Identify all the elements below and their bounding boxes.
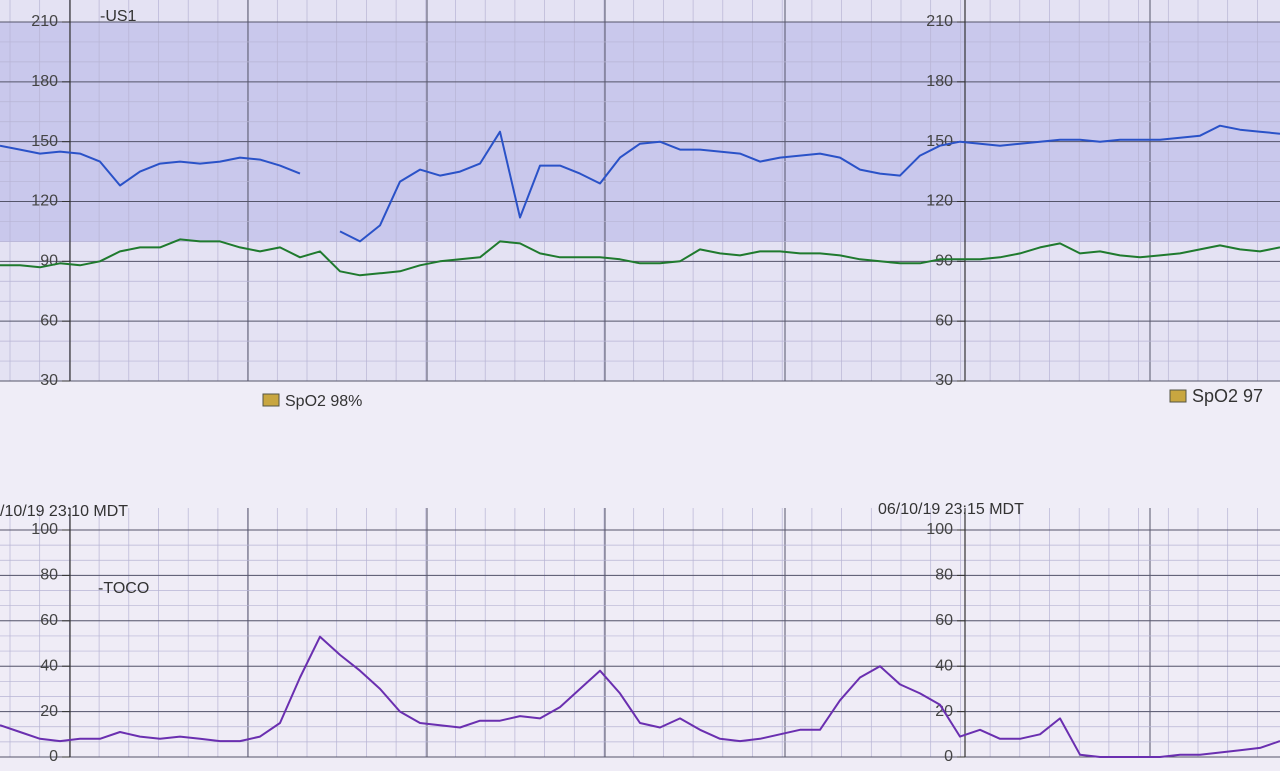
trace-line [0, 635, 1280, 758]
y-tick-label: 210 [31, 13, 58, 30]
y-tick-label: 60 [40, 312, 58, 329]
toco-panel [0, 528, 1280, 771]
y-tick-label: 180 [31, 73, 58, 90]
trace-line [0, 124, 1280, 243]
annotation: SpO2 98% [285, 393, 362, 410]
y-tick-label: 0 [49, 748, 58, 765]
chart-title: -US1 [100, 8, 137, 25]
y-tick-label: 210 [926, 13, 953, 30]
legend-icon [1169, 389, 1187, 403]
legend-icon [262, 393, 280, 407]
y-tick-label: 150 [31, 133, 58, 150]
y-tick-label: 40 [40, 657, 58, 674]
timestamp: 06/10/19 23:15 MDT [878, 501, 1024, 518]
y-tick-label: 40 [935, 657, 953, 674]
annotation: SpO2 97 [1192, 386, 1263, 406]
y-tick-label: 30 [935, 372, 953, 389]
y-tick-label: 90 [935, 253, 953, 270]
y-tick-label: 120 [926, 193, 953, 210]
trace-line [0, 238, 1280, 277]
y-tick-label: 100 [926, 521, 953, 538]
y-tick-label: 30 [40, 372, 58, 389]
y-tick-label: 60 [935, 312, 953, 329]
y-tick-label: 80 [935, 567, 953, 584]
y-tick-label: 20 [40, 703, 58, 720]
y-tick-label: 60 [935, 612, 953, 629]
chart-title: -TOCO [98, 580, 149, 597]
y-tick-label: 150 [926, 133, 953, 150]
y-tick-label: 0 [944, 748, 953, 765]
y-tick-label: 120 [31, 193, 58, 210]
y-tick-label: 60 [40, 612, 58, 629]
normal-band [0, 22, 1280, 242]
y-tick-label: 80 [40, 567, 58, 584]
y-tick-label: 100 [31, 521, 58, 538]
timestamp: /10/19 23:10 MDT [0, 503, 128, 520]
y-tick-label: 180 [926, 73, 953, 90]
